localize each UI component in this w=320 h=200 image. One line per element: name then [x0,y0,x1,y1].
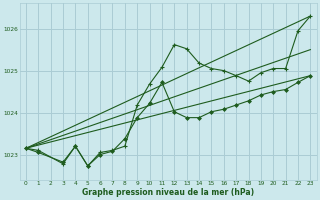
X-axis label: Graphe pression niveau de la mer (hPa): Graphe pression niveau de la mer (hPa) [82,188,254,197]
